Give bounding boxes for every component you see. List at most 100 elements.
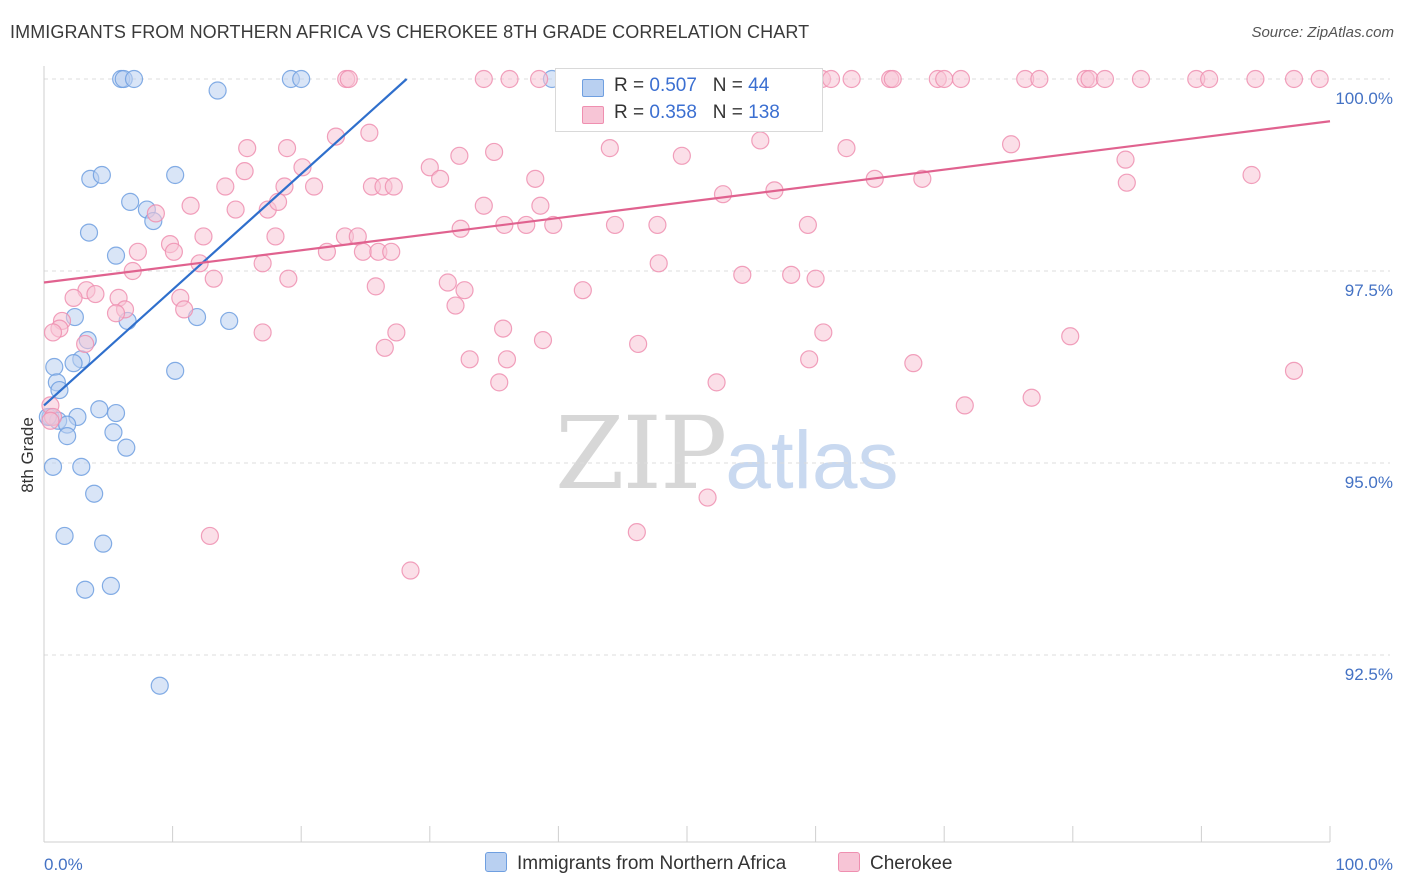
data-point-cherokee xyxy=(955,396,974,415)
data-point-cherokee xyxy=(800,350,819,369)
data-point-cherokee xyxy=(698,488,717,507)
data-point-cherokee xyxy=(106,304,126,323)
data-point-cherokee xyxy=(485,142,504,162)
data-point-immigrants xyxy=(106,246,126,265)
y-tick-label: 95.0% xyxy=(1345,473,1393,492)
data-point-cherokee xyxy=(821,69,841,89)
data-point-cherokee xyxy=(366,277,385,296)
y-tick-label: 92.5% xyxy=(1345,665,1393,684)
n-value: 44 xyxy=(748,75,770,96)
data-point-cherokee xyxy=(1022,388,1041,407)
data-point-cherokee xyxy=(401,561,420,580)
data-point-cherokee xyxy=(86,284,105,304)
data-point-cherokee xyxy=(266,227,285,246)
data-point-cherokee xyxy=(806,269,825,288)
r-value: 0.507 xyxy=(649,75,697,96)
data-point-cherokee xyxy=(304,177,324,196)
data-point-cherokee xyxy=(175,300,194,319)
data-point-cherokee xyxy=(782,265,801,284)
x-tick-label: 0.0% xyxy=(44,855,83,874)
data-point-immigrants xyxy=(55,526,74,546)
data-point-immigrants xyxy=(79,223,99,242)
data-point-immigrants xyxy=(64,354,83,373)
data-point-cherokee xyxy=(600,139,619,158)
data-point-cherokee xyxy=(707,373,726,392)
r-label: R = xyxy=(614,75,645,96)
data-point-cherokee xyxy=(531,196,550,215)
n-value: 138 xyxy=(748,102,780,123)
data-point-cherokee xyxy=(353,242,373,261)
data-point-immigrants xyxy=(104,423,123,442)
data-point-cherokee xyxy=(194,227,213,246)
data-point-cherokee xyxy=(455,281,474,300)
data-point-cherokee xyxy=(648,215,667,235)
y-tick-label: 100.0% xyxy=(1335,89,1393,108)
legend-item-cherokee[interactable]: Cherokee xyxy=(838,852,952,878)
data-point-immigrants xyxy=(101,576,120,595)
data-point-cherokee xyxy=(1095,69,1115,89)
data-point-immigrants xyxy=(90,400,109,419)
source-credit: Source: ZipAtlas.com xyxy=(1251,24,1394,41)
legend-label: Cherokee xyxy=(870,853,953,874)
data-point-cherokee xyxy=(798,215,817,235)
data-point-cherokee xyxy=(474,69,493,89)
y-axis-label: 8th Grade xyxy=(18,417,37,493)
cherokee-swatch xyxy=(582,106,604,124)
data-point-cherokee xyxy=(1284,361,1304,380)
legend-item-immigrants[interactable]: Immigrants from Northern Africa xyxy=(485,852,786,878)
data-point-immigrants xyxy=(121,192,140,211)
data-point-immigrants xyxy=(124,69,144,89)
data-point-cherokee xyxy=(1284,69,1304,89)
data-point-cherokee xyxy=(382,242,401,261)
data-point-immigrants xyxy=(117,438,136,457)
data-point-cherokee xyxy=(672,146,691,165)
watermark-atlas: atlas xyxy=(725,415,899,506)
data-point-cherokee xyxy=(842,69,861,89)
data-point-cherokee xyxy=(360,123,379,142)
stats-row-text: R = 0.358 N = 138 xyxy=(614,102,780,124)
data-point-immigrants xyxy=(43,457,63,476)
data-point-cherokee xyxy=(128,242,147,261)
data-point-cherokee xyxy=(253,323,272,342)
data-point-cherokee xyxy=(64,288,83,307)
trendline-cherokee xyxy=(43,120,1331,284)
data-point-cherokee xyxy=(474,196,493,215)
data-point-cherokee xyxy=(387,323,406,342)
data-point-cherokee xyxy=(913,169,932,188)
y-tick-label: 97.5% xyxy=(1345,281,1393,300)
data-point-cherokee xyxy=(1117,173,1136,192)
data-point-immigrants xyxy=(220,311,239,331)
data-point-immigrants xyxy=(292,69,311,89)
data-point-cherokee xyxy=(326,127,346,146)
watermark: ZIPatlas xyxy=(555,395,899,512)
data-point-cherokee xyxy=(43,323,63,342)
data-point-cherokee xyxy=(277,139,297,158)
data-point-immigrants xyxy=(150,676,169,695)
legend-label: Immigrants from Northern Africa xyxy=(517,853,787,874)
data-point-cherokee xyxy=(497,350,517,369)
data-point-immigrants xyxy=(106,403,126,423)
data-point-cherokee xyxy=(649,254,668,273)
data-point-cherokee xyxy=(216,177,235,196)
data-point-cherokee xyxy=(460,350,479,369)
data-point-cherokee xyxy=(629,334,648,354)
data-point-cherokee xyxy=(1116,150,1135,169)
data-point-cherokee xyxy=(951,69,971,89)
data-point-cherokee xyxy=(420,158,439,177)
data-point-immigrants xyxy=(166,361,185,380)
data-point-cherokee xyxy=(533,331,553,350)
data-point-cherokee xyxy=(339,69,358,89)
data-point-cherokee xyxy=(627,523,646,542)
data-point-cherokee xyxy=(146,204,165,223)
data-point-cherokee xyxy=(935,69,954,89)
data-point-cherokee xyxy=(430,169,450,188)
data-point-cherokee xyxy=(530,69,549,89)
data-point-cherokee xyxy=(1131,69,1151,89)
data-point-cherokee xyxy=(1310,69,1329,89)
data-point-cherokee xyxy=(204,269,223,288)
data-point-cherokee xyxy=(375,338,394,357)
stats-row-text: R = 0.507 N = 44 xyxy=(614,75,769,97)
data-point-cherokee xyxy=(490,373,509,392)
data-point-cherokee xyxy=(883,69,902,89)
data-point-immigrants xyxy=(72,457,91,476)
